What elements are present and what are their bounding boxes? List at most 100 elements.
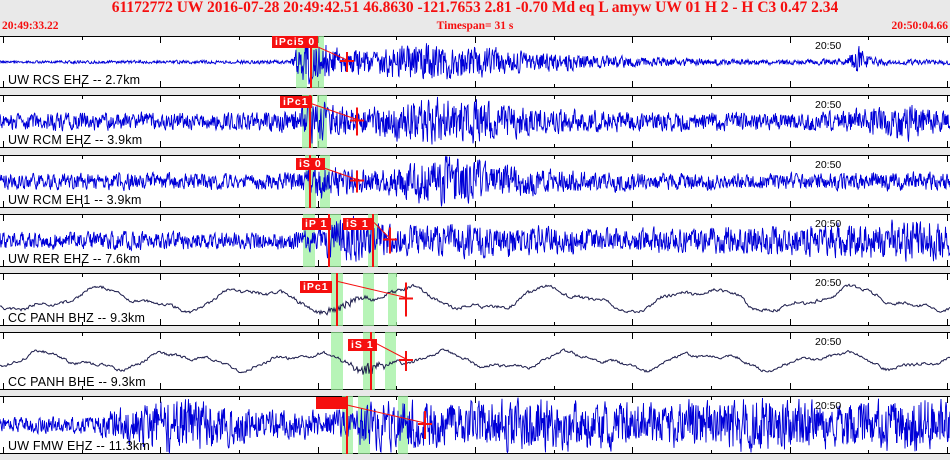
pick-label[interactable]: iS 1: [343, 218, 372, 230]
trace-panel[interactable]: [0, 273, 950, 326]
trace-panel[interactable]: [0, 332, 950, 390]
axis-tick: [3, 319, 4, 326]
event-header: 61172772 UW 2016-07-28 20:49:42.51 46.86…: [0, 0, 950, 20]
axis-tick: [318, 260, 319, 267]
pick-line[interactable]: [336, 273, 338, 326]
axis-tick: [3, 447, 4, 454]
pick-label[interactable]: iS 1: [348, 339, 377, 351]
axis-tick: [239, 95, 240, 99]
coda-decay-marker: [373, 222, 397, 254]
pick-highlight-band: [331, 332, 343, 390]
axis-tick: [947, 260, 948, 267]
axis-tick: [711, 450, 712, 454]
axis-tick: [711, 263, 712, 267]
axis-tick: [82, 214, 83, 218]
pick-line[interactable]: [310, 36, 312, 88]
axis-tick: [475, 201, 476, 208]
axis-tick: [632, 447, 633, 454]
axis-tick: [868, 36, 869, 40]
axis-tick: [160, 383, 161, 390]
axis-tick: [711, 332, 712, 336]
axis-tick: [3, 273, 4, 280]
axis-tick: [239, 204, 240, 208]
axis-tick: [396, 84, 397, 88]
axis-tick: [711, 204, 712, 208]
axis-tick: [947, 447, 948, 454]
axis-tick: [554, 84, 555, 88]
axis-tick: [711, 214, 712, 218]
pick-label[interactable]: iPc1: [280, 96, 312, 108]
axis-tick: [396, 386, 397, 390]
axis-tick: [711, 322, 712, 326]
axis-tick: [632, 95, 633, 102]
waveform: [0, 215, 950, 262]
axis-tick: [239, 450, 240, 454]
pick-line[interactable]: [372, 214, 374, 267]
axis-tick: [318, 201, 319, 208]
pick-label[interactable]: iPc1: [300, 281, 332, 293]
axis-tick: [711, 155, 712, 159]
pick-highlight-band: [317, 95, 327, 148]
axis-tick: [711, 95, 712, 99]
trace-panel[interactable]: [0, 396, 950, 454]
axis-tick: [554, 273, 555, 277]
axis-tick: [632, 332, 633, 339]
axis-tick: [239, 386, 240, 390]
axis-tick: [711, 36, 712, 40]
time-subheader: 20:49:33.22 Timespan= 31 s 20:50:04.66: [0, 20, 950, 34]
coda-decay-marker: [310, 103, 364, 136]
axis-tick: [3, 260, 4, 267]
axis-tick: [632, 383, 633, 390]
axis-tick: [475, 447, 476, 454]
waveform: [0, 37, 950, 85]
trace-panel[interactable]: [0, 155, 950, 208]
axis-tick: [947, 383, 948, 390]
trace-label: UW RCM EHZ -- 3.9km: [8, 133, 143, 147]
axis-tick: [790, 273, 791, 280]
axis-tick: [239, 263, 240, 267]
axis-tick: [160, 332, 161, 339]
axis-tick: [947, 81, 948, 88]
coda-decay-marker: [337, 280, 413, 317]
trace-panel[interactable]: [0, 214, 950, 267]
axis-tick: [3, 383, 4, 390]
pick-line[interactable]: [309, 95, 311, 148]
axis-tick: [554, 204, 555, 208]
event-header-text: 61172772 UW 2016-07-28 20:49:42.51 46.86…: [111, 0, 839, 16]
trace-panel[interactable]: [0, 36, 950, 88]
axis-tick: [475, 214, 476, 221]
axis-tick: [82, 155, 83, 159]
coda-decay-marker: [311, 43, 354, 72]
pick-line[interactable]: [370, 332, 372, 390]
axis-tick: [475, 260, 476, 267]
axis-tick: [632, 81, 633, 88]
pick-label[interactable]: [316, 397, 348, 409]
axis-tick: [947, 396, 948, 403]
axis-tick: [3, 396, 4, 403]
axis-tick: [160, 319, 161, 326]
axis-tick: [947, 36, 948, 43]
axis-tick: [160, 447, 161, 454]
axis-tick: [396, 450, 397, 454]
pick-line[interactable]: [346, 396, 348, 454]
pick-line[interactable]: [328, 214, 330, 267]
pick-label[interactable]: iS 0: [296, 158, 325, 170]
pick-highlight-band: [312, 36, 324, 88]
axis-tick: [554, 95, 555, 99]
axis-tick: [790, 155, 791, 162]
axis-tick: [947, 201, 948, 208]
pick-label[interactable]: iP 1: [302, 218, 331, 230]
pick-line[interactable]: [309, 155, 311, 208]
axis-tick: [396, 95, 397, 99]
axis-tick: [790, 214, 791, 221]
axis-tick: [868, 84, 869, 88]
pick-label[interactable]: iPci5 0: [272, 36, 319, 48]
time-axis-label: 20:50: [815, 400, 842, 412]
timespan-label: Timespan= 31 s: [436, 20, 514, 32]
axis-tick: [790, 260, 791, 267]
trace-panel[interactable]: [0, 95, 950, 148]
axis-tick: [3, 141, 4, 148]
axis-tick: [475, 141, 476, 148]
axis-tick: [160, 273, 161, 280]
axis-tick: [947, 319, 948, 326]
